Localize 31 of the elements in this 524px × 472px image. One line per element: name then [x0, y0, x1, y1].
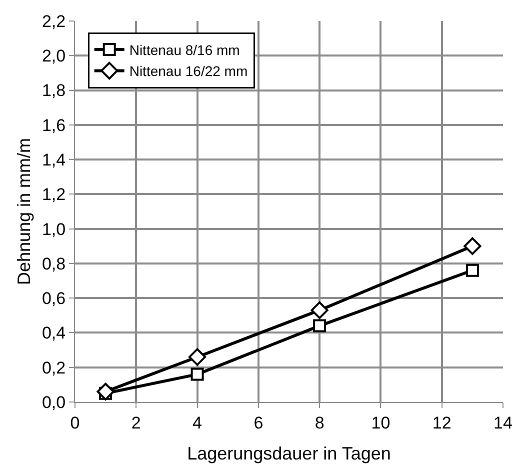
y-tick-label: 1,4 — [42, 150, 66, 170]
x-tick-label: 2 — [131, 413, 141, 432]
legend-label: Nittenau 16/22 mm — [129, 63, 248, 80]
x-tick-label: 14 — [494, 413, 512, 432]
y-tick-label: 0,4 — [42, 324, 66, 343]
x-tick-label: 6 — [254, 413, 264, 432]
y-tick-label: 0,6 — [42, 289, 66, 308]
y-tick-label: 2,0 — [42, 46, 66, 66]
legend-label: Nittenau 8/16 mm — [129, 42, 240, 58]
y-tick-label: 1,0 — [42, 220, 66, 239]
y-tick-label: 1,2 — [42, 185, 66, 204]
y-tick-label: 0,8 — [42, 254, 66, 274]
point — [188, 348, 206, 366]
point — [190, 368, 204, 381]
point — [466, 264, 479, 277]
y-tick-label: 0,2 — [42, 358, 66, 378]
point — [313, 319, 326, 332]
x-tick-label: 12 — [432, 413, 452, 432]
y-tick-label: 1,8 — [42, 81, 66, 100]
y-tick-label: 0,0 — [42, 392, 66, 412]
y-axis-title: Dehnung in mm/m — [14, 138, 34, 286]
x-tick-label: 0 — [70, 413, 80, 432]
y-tick-label: 1,6 — [42, 116, 66, 135]
point — [310, 301, 328, 320]
point — [96, 382, 114, 400]
point — [464, 237, 482, 255]
y-tick-label: 2,2 — [42, 12, 66, 31]
x-tick-label: 8 — [314, 413, 324, 432]
x-tick-label: 10 — [371, 413, 390, 432]
x-axis-title: Lagerungsdauer in Tagen — [187, 444, 391, 464]
x-tick-label: 4 — [192, 413, 202, 432]
